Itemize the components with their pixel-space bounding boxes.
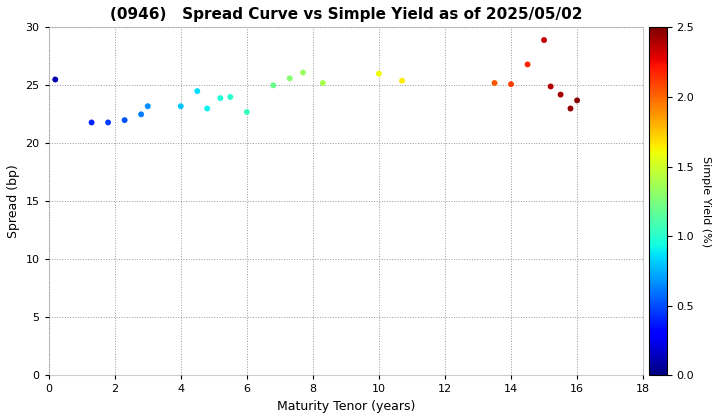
Point (215, 95, 226, 102)
Point (119, 117, 130, 123)
Point (555, 91, 567, 98)
Point (225, 94, 236, 100)
Point (522, 61, 534, 68)
Point (317, 80, 328, 87)
Point (396, 77, 408, 84)
Point (564, 105, 576, 112)
X-axis label: Maturity Tenor (years): Maturity Tenor (years) (276, 400, 415, 413)
Point (142, 103, 153, 110)
Point (545, 83, 557, 90)
Point (572, 97, 583, 104)
Point (297, 69, 309, 76)
Point (175, 103, 186, 110)
Point (135, 111, 147, 118)
Point (489, 80, 500, 87)
Point (267, 82, 279, 89)
Y-axis label: Spread (bp): Spread (bp) (7, 165, 20, 238)
Point (241, 109, 253, 116)
Point (102, 119, 114, 126)
Point (192, 88, 203, 94)
Point (86, 119, 97, 126)
Point (50, 76, 61, 83)
Point (539, 37, 550, 43)
Title: (0946)   Spread Curve vs Simple Yield as of 2025/05/02: (0946) Spread Curve vs Simple Yield as o… (109, 7, 582, 22)
Point (202, 105, 213, 112)
Y-axis label: Simple Yield (%): Simple Yield (%) (701, 156, 711, 247)
Point (505, 81, 517, 87)
Point (284, 75, 295, 82)
Point (373, 70, 384, 77)
